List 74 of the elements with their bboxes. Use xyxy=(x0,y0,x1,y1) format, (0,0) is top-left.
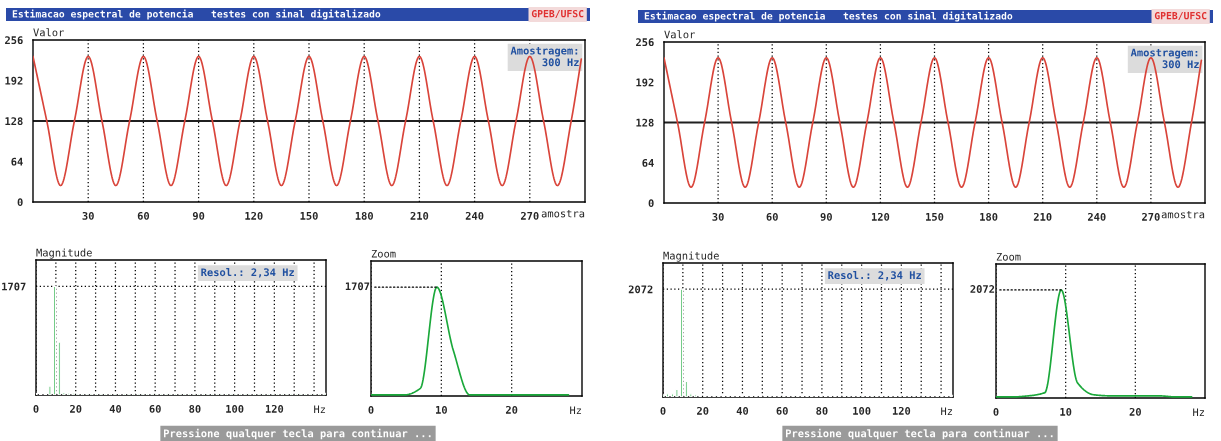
x-tick-label: 20 xyxy=(697,406,709,415)
x-tick-label: 150 xyxy=(300,211,318,220)
x-tick-label: 40 xyxy=(736,406,749,415)
x-tick-label: 120 xyxy=(892,406,911,415)
x-tick-label: 240 xyxy=(1087,212,1106,221)
x-tick-label: 90 xyxy=(820,212,832,221)
y-axis-title: Valor xyxy=(33,28,64,37)
x-tick-label: 210 xyxy=(1033,212,1052,221)
y-axis-title: Magnitude xyxy=(36,248,92,259)
x-tick-label: 0 xyxy=(660,406,666,415)
x-axis-title: Hz xyxy=(570,406,582,415)
annotation: Amostragem: 300 Hz xyxy=(1130,48,1199,69)
y-tick-label: 192 xyxy=(5,76,23,85)
y-axis-title: Zoom xyxy=(996,252,1021,261)
chart-title: Estimacao espectral de potencia testes con sinal digitalizado xyxy=(644,11,1013,22)
y-tick-label: 128 xyxy=(636,118,654,127)
x-tick-label: 180 xyxy=(980,212,998,221)
x-axis-title: Hz xyxy=(314,405,326,414)
x-tick-label: 90 xyxy=(192,211,205,220)
x-tick-label: 80 xyxy=(816,406,828,415)
x-tick-label: 270 xyxy=(1142,212,1160,221)
text: Pressione qualquer tecla para continuar ... xyxy=(163,428,431,440)
y-tick-label: 1707 xyxy=(2,282,26,291)
x-tick-label: 0 xyxy=(993,407,999,416)
y-axis-title: Valor xyxy=(664,30,695,39)
x-tick-label: 0 xyxy=(33,404,39,413)
chart-subtitle: GPEB/UFSC xyxy=(531,9,584,19)
x-axis-title: Hz xyxy=(1193,408,1205,417)
y-tick-label: 128 xyxy=(5,117,23,126)
y-tick-label: 64 xyxy=(11,157,23,166)
x-tick-label: 120 xyxy=(245,211,263,220)
x-tick-label: 100 xyxy=(226,404,244,413)
x-tick-label: 30 xyxy=(82,211,94,220)
y-axis-title: Magnitude xyxy=(663,251,719,262)
x-tick-label: 20 xyxy=(505,405,518,414)
x-tick-label: 60 xyxy=(137,211,150,220)
x-tick-label: 20 xyxy=(1129,407,1141,416)
x-tick-label: 150 xyxy=(926,212,944,221)
chart-subtitle: GPEB/UFSC xyxy=(1154,11,1207,21)
text: Pressione qualquer tecla para continuar ... xyxy=(785,428,1053,440)
y-tick-label: 0 xyxy=(17,198,23,207)
x-tick-label: 0 xyxy=(368,405,374,414)
x-tick-label: 240 xyxy=(465,211,484,220)
y-tick-label: 256 xyxy=(636,38,654,47)
x-tick-label: 100 xyxy=(853,406,871,415)
x-tick-label: 60 xyxy=(776,406,788,415)
x-axis-title: amostra xyxy=(541,209,585,218)
y-tick-label: 2072 xyxy=(628,285,653,294)
x-tick-label: 270 xyxy=(520,211,539,220)
x-tick-label: 210 xyxy=(410,211,429,220)
x-tick-label: 40 xyxy=(109,404,122,413)
x-tick-label: 120 xyxy=(265,404,284,413)
y-axis-title: Zoom xyxy=(371,249,396,258)
annotation: Resol.: 2,34 Hz xyxy=(828,271,921,281)
x-tick-label: 120 xyxy=(871,212,890,221)
x-tick-label: 80 xyxy=(189,404,201,413)
y-tick-label: 256 xyxy=(5,36,23,45)
y-tick-label: 64 xyxy=(642,158,654,167)
x-tick-label: 30 xyxy=(712,212,724,221)
annotation: Amostragem: 300 Hz xyxy=(510,46,579,67)
annotation: 1707 xyxy=(345,282,370,291)
annotation: 2072 xyxy=(970,285,995,293)
x-tick-label: 60 xyxy=(766,212,778,221)
chart-title: Estimacao espectral de potencia testes con sinal digitalizado xyxy=(12,9,381,20)
x-tick-label: 10 xyxy=(1060,407,1072,416)
x-tick-label: 10 xyxy=(436,405,447,414)
x-axis-title: Hz xyxy=(941,407,953,416)
x-axis-title: amostra xyxy=(1161,210,1205,219)
x-tick-label: 20 xyxy=(70,404,82,413)
y-tick-label: 0 xyxy=(648,199,654,208)
annotation: Resol.: 2,34 Hz xyxy=(201,268,294,278)
x-tick-label: 180 xyxy=(355,211,373,220)
x-tick-label: 60 xyxy=(149,404,161,413)
y-tick-label: 192 xyxy=(636,78,654,87)
